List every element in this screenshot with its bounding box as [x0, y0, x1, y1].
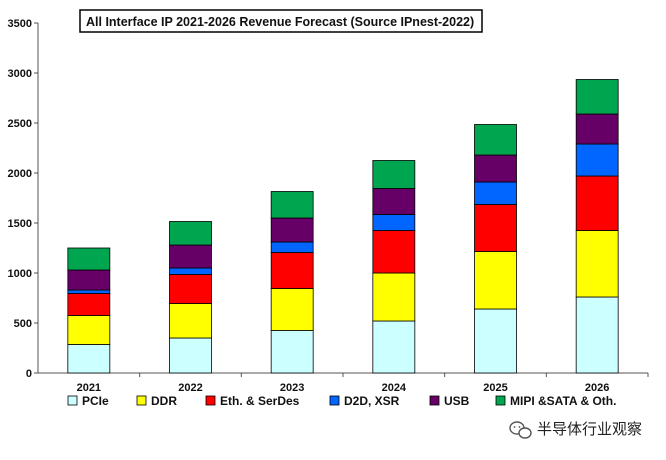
legend-swatch [67, 395, 78, 406]
y-tick-label: 2000 [8, 168, 32, 180]
bar-segment [372, 160, 416, 189]
bar-segment [372, 188, 416, 215]
legend-item: D2D, XSR [329, 394, 400, 408]
bar-segment [67, 269, 111, 291]
bar-segment [169, 221, 212, 246]
bar-segment [474, 204, 517, 252]
axis-layer [34, 22, 649, 377]
labels-layer: 0 500 1000 1500 2000 2500 3000 3500 2021 2022 2023… [8, 18, 610, 394]
legend-item: PCIe [67, 394, 109, 408]
x-tick-label: 2024 [382, 382, 407, 394]
bar-segment [270, 252, 314, 289]
legend-label: USB [444, 394, 470, 408]
bars-layer [67, 79, 619, 374]
x-tick-label: 2021 [77, 382, 101, 394]
legend-label: D2D, XSR [344, 394, 400, 408]
bar-segment [169, 274, 212, 304]
legend-swatch [329, 395, 340, 406]
x-tick-label: 2025 [483, 382, 507, 394]
watermark-text: 半导体行业观察 [537, 420, 642, 438]
bar-segment [67, 315, 111, 345]
legend-label: Eth. & SerDes [220, 394, 300, 408]
bar-segment [575, 175, 619, 231]
y-tick-label: 500 [14, 318, 32, 330]
legend: PCIe DDR Eth. & SerDes D2D, XSR USB MIPI &SAT… [67, 394, 616, 408]
y-tick-label: 3000 [8, 68, 32, 80]
y-tick-label: 3500 [8, 18, 32, 30]
y-tick-label: 0 [26, 368, 32, 380]
bar-segment [270, 191, 314, 219]
legend-label: PCIe [82, 394, 109, 408]
bar-segment [575, 296, 619, 374]
bar-segment [169, 337, 212, 374]
bar-segment [575, 113, 619, 145]
legend-swatch [136, 395, 147, 406]
bar-segment [372, 320, 416, 374]
bar-segment [474, 251, 517, 310]
legend-swatch [205, 395, 216, 406]
bar-segment [67, 289, 111, 294]
bar-segment [372, 230, 416, 274]
bar-segment [372, 272, 416, 322]
bar-segment [575, 230, 619, 298]
legend-swatch [429, 395, 440, 406]
bar-segment [474, 308, 517, 374]
legend-item: DDR [136, 394, 177, 408]
legend-label: MIPI &SATA & Oth. [510, 394, 616, 408]
y-tick-label: 1500 [8, 218, 32, 230]
wechat-logo-icon [509, 421, 532, 439]
bar-segment [575, 143, 619, 177]
watermark: 半导体行业观察 [509, 420, 642, 439]
bar-segment [270, 330, 314, 374]
chart-title-box: All Interface IP 2021-2026 Revenue Forec… [79, 9, 483, 33]
bar-segment [270, 217, 314, 243]
bar-segment [270, 288, 314, 331]
bar-segment [67, 344, 111, 374]
bar-segment [372, 214, 416, 231]
legend-item: USB [429, 394, 470, 408]
bar-segment [474, 154, 517, 183]
y-tick-label: 2500 [8, 118, 32, 130]
x-tick-label: 2022 [178, 382, 202, 394]
x-tick-label: 2023 [280, 382, 304, 394]
bar-segment [169, 303, 212, 339]
legend-swatch [495, 395, 506, 406]
legend-label: DDR [151, 394, 177, 408]
y-tick-label: 1000 [8, 268, 32, 280]
legend-item: Eth. & SerDes [205, 394, 300, 408]
bar-segment [270, 241, 314, 253]
bar-segment [474, 124, 517, 156]
chart-title: All Interface IP 2021-2026 Revenue Forec… [86, 15, 474, 29]
bar-segment [575, 79, 619, 115]
title-frame [79, 9, 483, 33]
bar-segment [474, 181, 517, 205]
x-tick-label: 2026 [585, 382, 609, 394]
bar-segment [67, 293, 111, 316]
legend-item: MIPI &SATA & Oth. [495, 394, 616, 408]
bar-segment [67, 247, 111, 271]
bar-segment [169, 267, 212, 275]
bar-segment [169, 244, 212, 269]
